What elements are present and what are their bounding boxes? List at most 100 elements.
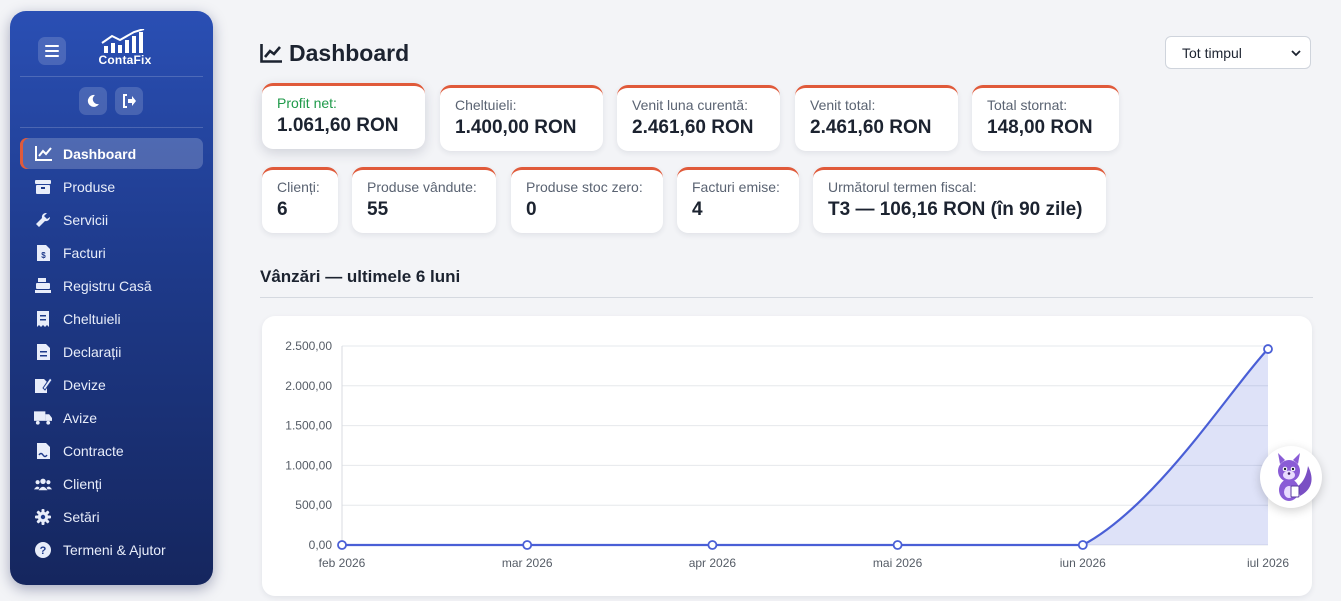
sidebar-tools bbox=[20, 77, 203, 128]
stat-label: Produse stoc zero: bbox=[526, 179, 643, 195]
x-tick-label: iun 2026 bbox=[1060, 556, 1106, 570]
chart-line-icon bbox=[34, 145, 52, 163]
stat-label: Venit luna curentă: bbox=[632, 97, 748, 113]
sidebar-item-servicii[interactable]: Servicii bbox=[20, 204, 203, 235]
stat-value: 148,00 RON bbox=[987, 117, 1093, 138]
y-tick-label: 1.000,00 bbox=[285, 458, 332, 472]
y-tick-label: 2.500,00 bbox=[285, 339, 332, 353]
svg-text:?: ? bbox=[40, 545, 47, 557]
sidebar-item-label: Setări bbox=[63, 508, 100, 525]
document-icon bbox=[34, 343, 52, 361]
section-divider bbox=[260, 297, 1313, 298]
sidebar-item-label: Declarații bbox=[63, 343, 122, 360]
y-tick-label: 2.000,00 bbox=[285, 379, 332, 393]
chevron-down-icon bbox=[1291, 50, 1301, 57]
stat-value: 4 bbox=[692, 199, 703, 220]
sidebar-item-dashboard[interactable]: Dashboard bbox=[20, 138, 203, 169]
invoice-icon: $ bbox=[34, 244, 52, 262]
period-select[interactable]: Tot timpul bbox=[1165, 36, 1311, 69]
sidebar-item-label: Dashboard bbox=[63, 145, 137, 162]
sales-section-title: Vânzări — ultimele 6 luni bbox=[260, 267, 461, 286]
receipt-icon bbox=[34, 310, 52, 328]
sidebar-item-label: Contracte bbox=[63, 442, 124, 459]
chart-line-icon bbox=[260, 44, 282, 63]
x-tick-label: iul 2026 bbox=[1247, 556, 1289, 570]
brand-logo[interactable]: ContaFix bbox=[90, 29, 160, 69]
sidebar-item-devize[interactable]: Devize bbox=[20, 369, 203, 400]
data-point bbox=[522, 540, 533, 550]
stat-label: Total stornat: bbox=[987, 97, 1068, 113]
stat-card-total-stornat: Total stornat: 148,00 RON bbox=[972, 85, 1119, 151]
period-select-value: Tot timpul bbox=[1182, 44, 1242, 61]
logo-growth-icon bbox=[101, 29, 145, 53]
stat-card-cheltuieli: Cheltuieli: 1.400,00 RON bbox=[440, 85, 603, 151]
sidebar-item-label: Avize bbox=[63, 409, 97, 426]
data-point bbox=[892, 540, 903, 550]
sidebar-nav: Dashboard Produse Servicii $ Facturi Reg… bbox=[20, 138, 203, 567]
signature-icon bbox=[34, 376, 52, 394]
sidebar-item-produse[interactable]: Produse bbox=[20, 171, 203, 202]
sales-chart: 0,00 500,00 1.000,00 1.500,00 2.000,00 2.500,… bbox=[285, 339, 1289, 570]
x-tick-label: feb 2026 bbox=[319, 556, 366, 570]
x-tick-label: apr 2026 bbox=[689, 556, 737, 570]
gear-icon bbox=[34, 508, 52, 526]
stat-label: Următorul termen fiscal: bbox=[828, 179, 977, 195]
page-title: Dashboard bbox=[260, 40, 409, 67]
sidebar-item-clienti[interactable]: Clienți bbox=[20, 468, 203, 499]
sidebar-item-declaratii[interactable]: Declarații bbox=[20, 336, 203, 367]
sidebar-item-label: Produse bbox=[63, 178, 116, 195]
sidebar-header: ContaFix bbox=[20, 11, 203, 77]
sidebar-item-facturi[interactable]: $ Facturi bbox=[20, 237, 203, 268]
stat-card-facturi-emise: Facturi emise: 4 bbox=[677, 167, 799, 233]
x-tick-label: mai 2026 bbox=[873, 556, 923, 570]
stat-card-produse-stoc-zero: Produse stoc zero: 0 bbox=[511, 167, 663, 233]
sidebar-item-label: Cheltuieli bbox=[63, 310, 121, 327]
stat-label: Cheltuieli: bbox=[455, 97, 517, 113]
stat-card-profit-net: Profit net: 1.061,60 RON bbox=[262, 83, 425, 149]
sales-chart-card: 0,00 500,00 1.000,00 1.500,00 2.000,00 2.500,… bbox=[262, 316, 1312, 596]
dark-mode-button[interactable] bbox=[79, 87, 107, 115]
data-point bbox=[1077, 540, 1088, 550]
sidebar: ContaFix Dashboard Produse Servicii $ Fa… bbox=[10, 11, 213, 585]
squirrel-mascot-icon bbox=[1278, 453, 1312, 501]
brand-name: ContaFix bbox=[98, 53, 152, 67]
menu-toggle-button[interactable] bbox=[38, 37, 66, 65]
stat-value: 6 bbox=[277, 199, 288, 220]
assistant-mascot-button[interactable] bbox=[1260, 446, 1322, 508]
sidebar-item-label: Servicii bbox=[63, 211, 109, 228]
sidebar-item-avize[interactable]: Avize bbox=[20, 402, 203, 433]
sidebar-item-setari[interactable]: Setări bbox=[20, 501, 203, 532]
stat-card-clienti: Clienți: 6 bbox=[262, 167, 338, 233]
stat-value: 1.061,60 RON bbox=[277, 115, 399, 136]
truck-icon bbox=[34, 409, 52, 427]
y-tick-label: 1.500,00 bbox=[285, 419, 332, 433]
data-point bbox=[1263, 344, 1273, 354]
logout-button[interactable] bbox=[115, 87, 143, 115]
wrench-icon bbox=[34, 211, 52, 229]
stat-card-termen-fiscal: Următorul termen fiscal: T3 — 106,16 RON… bbox=[813, 167, 1106, 233]
help-icon: ? bbox=[34, 541, 52, 559]
sidebar-item-label: Facturi bbox=[63, 244, 106, 261]
sidebar-item-label: Termeni & Ajutor bbox=[63, 541, 166, 558]
series-area bbox=[342, 349, 1268, 545]
contract-icon bbox=[34, 442, 52, 460]
sidebar-item-cheltuieli[interactable]: Cheltuieli bbox=[20, 303, 203, 334]
cash-register-icon bbox=[34, 277, 52, 295]
sidebar-item-contracte[interactable]: Contracte bbox=[20, 435, 203, 466]
stat-label: Facturi emise: bbox=[692, 179, 780, 195]
stat-label: Clienți: bbox=[277, 179, 320, 195]
logout-icon bbox=[122, 94, 136, 108]
sidebar-item-termeni-ajutor[interactable]: ? Termeni & Ajutor bbox=[20, 534, 203, 565]
sidebar-item-registru-casa[interactable]: Registru Casă bbox=[20, 270, 203, 301]
series-line bbox=[341, 348, 1269, 547]
page-title-text: Dashboard bbox=[289, 40, 410, 66]
stat-label: Profit net: bbox=[277, 95, 337, 111]
stat-label: Venit total: bbox=[810, 97, 876, 113]
stat-card-venit-luna-curenta: Venit luna curentă: 2.461,60 RON bbox=[617, 85, 780, 151]
y-tick-label: 500,00 bbox=[295, 498, 332, 512]
stat-value: 55 bbox=[367, 199, 389, 220]
stat-card-produse-vandute: Produse vândute: 55 bbox=[352, 167, 496, 233]
box-icon bbox=[34, 178, 52, 196]
sidebar-item-label: Registru Casă bbox=[63, 277, 152, 294]
hamburger-icon bbox=[45, 45, 59, 57]
